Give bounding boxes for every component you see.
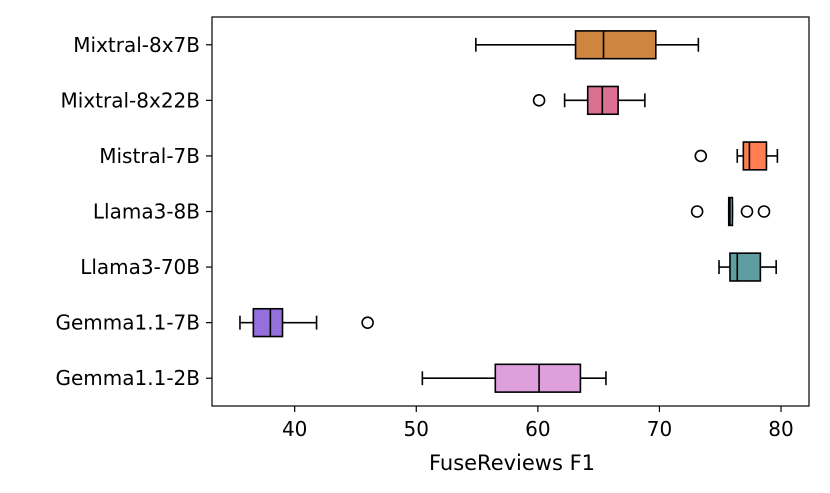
- y-axis-ticks: Mixtral-8x7B Mixtral-8x22B Mistral-7B Llama…: [56, 33, 212, 390]
- outlier-point: [757, 205, 771, 218]
- box-3: [690, 196, 771, 227]
- box-0: [475, 30, 700, 60]
- box-iqr: [729, 252, 762, 282]
- x-tick-label: 40: [282, 417, 307, 441]
- x-tick-label: 70: [647, 417, 672, 441]
- box-1: [532, 85, 646, 116]
- y-tick-label: Mistral-7B: [99, 144, 200, 168]
- box-iqr: [252, 307, 284, 338]
- boxes-layer: [239, 30, 779, 393]
- outlier-point: [690, 205, 704, 218]
- plot-frame: [211, 16, 810, 407]
- x-axis-ticks: 40 50 60 70 80: [282, 406, 794, 441]
- outlier-point: [740, 205, 754, 218]
- y-tick-label: Gemma1.1-2B: [56, 366, 201, 390]
- x-tick-label: 50: [404, 417, 429, 441]
- y-tick-label: Mixtral-8x22B: [61, 88, 200, 112]
- x-tick-label: 60: [525, 417, 550, 441]
- x-axis-label: FuseReviews F1: [429, 451, 595, 475]
- box-iqr: [742, 141, 768, 171]
- y-tick-label: Llama3-8B: [93, 200, 200, 224]
- outlier-point: [694, 149, 708, 163]
- y-tick-label: Mixtral-8x7B: [73, 33, 200, 57]
- box-iqr: [574, 30, 657, 60]
- box-4: [718, 252, 777, 282]
- y-tick-label: Gemma1.1-7B: [56, 311, 201, 335]
- outlier-point: [361, 316, 374, 329]
- box-6: [421, 363, 607, 393]
- box-5: [239, 307, 374, 338]
- box-iqr: [494, 363, 582, 393]
- outlier-point: [532, 94, 546, 107]
- box-2: [694, 141, 779, 171]
- x-tick-label: 80: [768, 417, 793, 441]
- y-tick-label: Llama3-70B: [80, 255, 200, 279]
